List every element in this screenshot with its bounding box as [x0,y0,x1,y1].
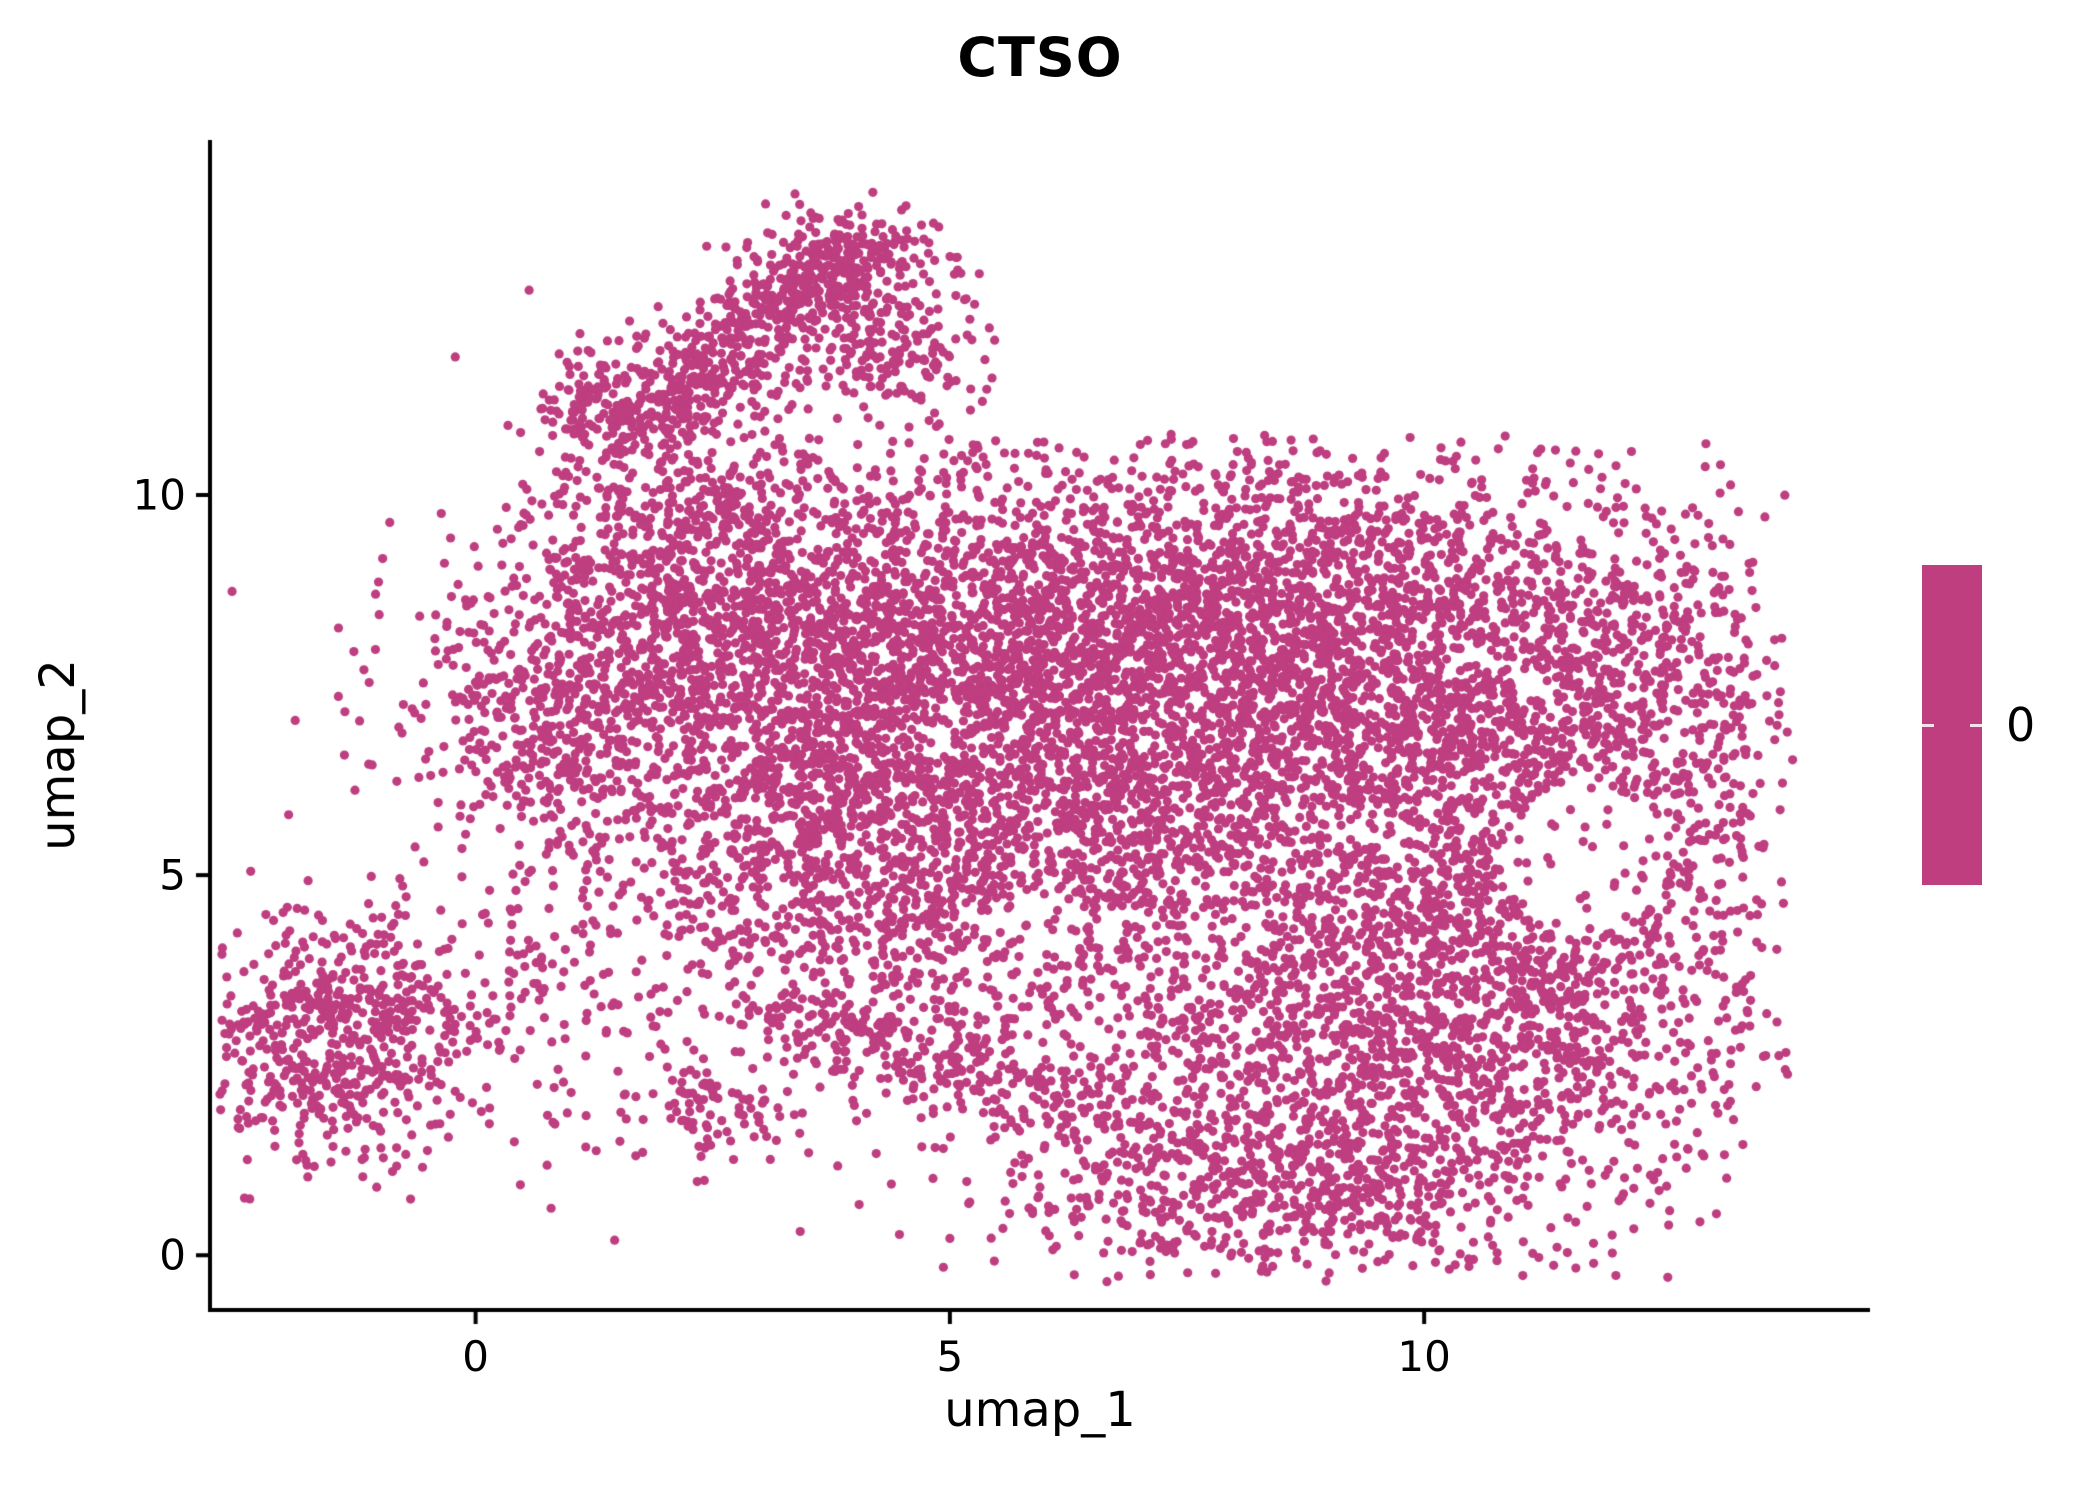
x-axis-label: umap_1 [944,1382,1136,1438]
legend: 0 [1922,565,2035,885]
x-tick-label: 0 [462,1332,489,1381]
colorbar-tick-right [1970,724,1982,727]
y-tick-label: 5 [159,850,186,900]
legend-label: 0 [2006,698,2036,752]
x-tick-label: 5 [936,1332,964,1381]
y-tick-label: 0 [159,1230,186,1280]
y-tick-label: 10 [132,470,186,520]
colorbar-tick-left [1922,724,1934,727]
chart-title: CTSO [957,26,1123,89]
y-axis-label: umap_2 [30,659,86,851]
legend-colorbar: 0 [1922,565,2035,885]
x-tick-label: 10 [1397,1332,1451,1381]
